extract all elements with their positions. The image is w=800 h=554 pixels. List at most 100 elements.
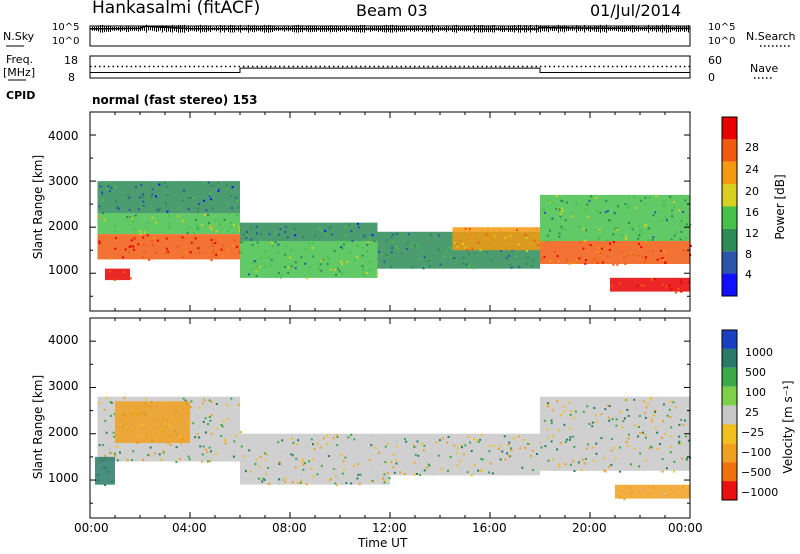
xtick-1200: 12:00 <box>372 521 407 535</box>
nsky-bottom-tick: 10^0 <box>52 36 80 47</box>
velocity-region-3 <box>240 433 390 485</box>
velocity-ylabel: Slant Range [km] <box>31 374 45 480</box>
velocity-region-2-speckle <box>97 466 115 486</box>
xtick-1600: 16:00 <box>472 521 507 535</box>
power-cbar-tick-4: 4 <box>745 268 752 281</box>
power-ytick-1000: 1000 <box>48 263 79 277</box>
velocity-ytick-3000: 3000 <box>48 379 79 393</box>
power-cbar-tick-12: 12 <box>745 227 759 240</box>
power-cbar-tick-28: 28 <box>745 141 759 154</box>
velocity-colorbar-swatch-0 <box>722 330 737 349</box>
power-region-9-speckle <box>542 195 692 243</box>
power-region-1-speckle <box>98 213 241 236</box>
power-region-2 <box>97 181 240 214</box>
power-ytick-2000: 2000 <box>48 219 79 233</box>
velocity-region-1 <box>115 401 190 443</box>
power-ytick-3000: 3000 <box>48 174 79 188</box>
power-colorbar-swatch-1 <box>722 139 737 162</box>
velocity-ytick-1000: 1000 <box>48 471 79 485</box>
velocity-region-4 <box>390 433 540 476</box>
power-cbar-tick-20: 20 <box>745 185 759 198</box>
velocity-colorbar-swatch-8 <box>722 481 737 500</box>
velocity-colorbar-frame <box>721 329 738 501</box>
power-colorbar-swatch-0 <box>722 117 737 140</box>
velocity-region-5-speckle <box>540 396 692 473</box>
beam-label: Beam 03 <box>356 1 428 20</box>
cpid-label: CPID <box>6 89 36 102</box>
power-ylabel: Slant Range [km] <box>31 154 45 260</box>
xtick-0000: 00:00 <box>74 521 109 535</box>
velocity-ytick-4000: 4000 <box>48 333 79 347</box>
power-region-2-speckle <box>98 181 240 215</box>
vel-cbar-tick-1000: 1000 <box>745 346 773 359</box>
power-region-4-speckle <box>240 241 379 280</box>
power-colorbar-swatch-3 <box>722 184 737 207</box>
freq-bottom-tick: 8 <box>68 71 75 84</box>
freq-top-tick: 18 <box>64 54 78 67</box>
nave-bottom-tick: 0 <box>708 71 715 84</box>
velocity-colorbar-label: Velocity [m s⁻¹] <box>781 380 795 474</box>
velocity-region-2 <box>95 456 115 485</box>
vel-cbar-tick-25: 25 <box>745 406 759 419</box>
vel-cbar-tick-500: 500 <box>745 366 766 379</box>
power-colorbar-frame <box>721 116 738 297</box>
vel-cbar-tick-100: 100 <box>745 386 766 399</box>
power-region-7-speckle <box>453 227 540 252</box>
power-colorbar-swatch-4 <box>722 206 737 229</box>
date-label: 01/Jul/2014 <box>590 1 682 20</box>
power-colorbar-swatch-7 <box>722 273 737 296</box>
velocity-colorbar-swatch-7 <box>722 462 737 482</box>
velocity-colorbar-swatch-6 <box>722 443 737 463</box>
vel-cbar-tick-m500: −500 <box>741 466 772 479</box>
nsky-label: N.Sky <box>3 30 35 43</box>
vel-cbar-tick-m1000: −1000 <box>741 486 779 499</box>
power-cbar-tick-24: 24 <box>745 163 759 176</box>
nave-label: Nave <box>750 62 779 75</box>
power-region-5-speckle <box>242 222 376 243</box>
xtick-0800: 08:00 <box>272 521 307 535</box>
cpid-text: normal (fast stereo) 153 <box>92 93 258 107</box>
velocity-region-5 <box>540 396 690 471</box>
power-region-0-speckle <box>98 234 242 262</box>
power-cbar-tick-16: 16 <box>745 206 759 219</box>
vel-cbar-tick-m100: −100 <box>741 446 772 459</box>
power-region-5 <box>240 222 378 241</box>
power-region-0 <box>97 234 240 260</box>
velocity-region-6-speckle <box>619 486 688 501</box>
power-colorbar-swatch-6 <box>722 251 737 274</box>
xtick-2400: 00:00 <box>668 521 703 535</box>
xtick-2000: 20:00 <box>572 521 607 535</box>
freq-label-line2: [MHz] <box>3 66 36 79</box>
velocity-colorbar-swatch-1 <box>722 348 737 368</box>
freq-label-line1: Freq. <box>6 53 34 66</box>
power-colorbar-label: Power [dB] <box>773 174 787 240</box>
power-cbar-tick-8: 8 <box>745 248 752 261</box>
power-region-8 <box>540 241 690 264</box>
nsearch-top-tick: 10^5 <box>708 22 736 33</box>
site-title: Hankasalmi (fitACF) <box>92 0 261 18</box>
velocity-colorbar-swatch-5 <box>722 424 737 444</box>
nsearch-label: N.Search <box>746 30 796 43</box>
nsky-noise <box>92 24 689 33</box>
power-ytick-4000: 4000 <box>48 129 79 143</box>
velocity-colorbar-swatch-2 <box>722 367 737 387</box>
velocity-colorbar-swatch-3 <box>722 386 737 406</box>
power-region-10-speckle <box>611 278 691 294</box>
power-colorbar-swatch-5 <box>722 228 737 252</box>
velocity-region-3-speckle <box>240 433 391 487</box>
nsky-top-tick: 10^5 <box>52 22 80 33</box>
xtick-0400: 04:00 <box>172 521 207 535</box>
velocity-region-1-speckle <box>120 401 192 445</box>
velocity-region-4-speckle <box>390 433 542 477</box>
power-colorbar-swatch-2 <box>722 161 737 185</box>
power-region-3-speckle <box>109 270 132 281</box>
power-region-9 <box>540 194 690 241</box>
velocity-colorbar-swatch-4 <box>722 405 737 425</box>
nsearch-bottom-tick: 10^0 <box>708 36 736 47</box>
power-region-3 <box>105 268 130 281</box>
vel-cbar-tick-m25: −25 <box>741 426 765 439</box>
x-axis-label: Time UT <box>358 536 408 550</box>
power-region-10 <box>610 277 690 292</box>
velocity-ytick-2000: 2000 <box>48 425 79 439</box>
